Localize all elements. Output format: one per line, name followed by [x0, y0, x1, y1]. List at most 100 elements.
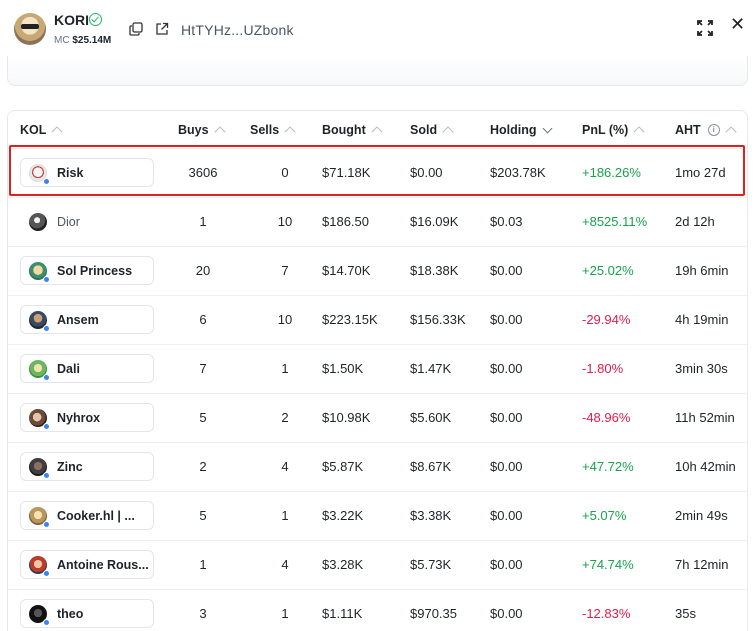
kol-chip[interactable]: theo — [20, 599, 154, 628]
kol-name: theo — [57, 607, 84, 621]
bought-cell: $3.22K — [322, 508, 364, 523]
online-status-dot — [43, 472, 50, 479]
sold-cell: $8.67K — [410, 459, 452, 474]
bought-cell: $3.28K — [322, 557, 364, 572]
sells-cell: 4 — [281, 459, 289, 474]
online-status-dot — [43, 570, 50, 577]
kol-avatar — [29, 262, 47, 280]
pnl-cell: -1.80% — [582, 361, 624, 376]
aht-cell: 2d 12h — [675, 214, 715, 229]
holding-cell: $0.00 — [490, 606, 523, 621]
sort-desc-icon — [542, 123, 552, 134]
token-header: KORI MC $25.14M HtTYHz...UZbonk ✕ — [0, 0, 754, 58]
kol-chip[interactable]: Nyhrox — [20, 403, 154, 432]
column-header-sells[interactable]: Sells — [250, 123, 296, 138]
column-header-kol[interactable]: KOL — [20, 123, 64, 138]
column-header-aht[interactable]: AHT i — [675, 123, 737, 138]
kol-chip[interactable]: Sol Princess — [20, 256, 154, 285]
table-row[interactable]: Risk 3606 0 $71.18K $0.00 $203.78K +186.26% 1mo… — [8, 149, 747, 198]
bought-cell: $186.50 — [322, 214, 369, 229]
kol-chip[interactable]: Zinc — [20, 452, 154, 481]
market-cap-label: MC — [54, 35, 70, 46]
table-row[interactable]: Cooker.hl | ... 5 1 $3.22K $3.38K $0.00 +5.07%… — [8, 492, 747, 541]
kol-name: Cooker.hl | ... — [57, 509, 135, 523]
kol-avatar — [29, 409, 47, 427]
column-header-sold[interactable]: Sold — [410, 123, 454, 138]
sells-cell: 0 — [281, 165, 289, 180]
kol-avatar — [29, 556, 47, 574]
copy-icon[interactable] — [129, 22, 143, 36]
kol-chip[interactable]: Risk — [20, 158, 154, 187]
sold-cell: $5.73K — [410, 557, 452, 572]
bought-cell: $14.70K — [322, 263, 371, 278]
market-cap: MC $25.14M — [54, 35, 111, 46]
sort-icon — [725, 125, 737, 138]
sold-cell: $16.09K — [410, 214, 459, 229]
online-status-dot — [43, 423, 50, 430]
kol-chip[interactable]: Antoine Rous... — [20, 550, 154, 579]
info-icon[interactable]: i — [707, 124, 720, 136]
token-name: KORI — [54, 12, 89, 28]
holding-cell: $0.00 — [490, 459, 523, 474]
sells-cell: 4 — [281, 557, 289, 572]
table-row[interactable]: Antoine Rous... 1 4 $3.28K $5.73K $0.00 +74.74… — [8, 541, 747, 590]
bought-cell: $5.87K — [322, 459, 364, 474]
column-header-pnl[interactable]: PnL (%) — [582, 123, 645, 138]
kol-name: Nyhrox — [57, 411, 101, 425]
table-row[interactable]: Zinc 2 4 $5.87K $8.67K $0.00 +47.72% 10h 42min — [8, 443, 747, 492]
table-row[interactable]: Sol Princess 20 7 $14.70K $18.38K $0.00 +25.02… — [8, 247, 747, 296]
pnl-cell: +8525.11% — [582, 214, 648, 229]
kol-name: Risk — [57, 166, 84, 180]
holding-cell: $203.78K — [490, 165, 546, 180]
buys-cell: 1 — [199, 557, 207, 572]
table-row[interactable]: Dali 7 1 $1.50K $1.47K $0.00 -1.80% 3min 30s — [8, 345, 747, 394]
buys-cell: 7 — [199, 361, 207, 376]
kol-chip[interactable]: Dior — [20, 207, 154, 236]
kol-name: Ansem — [57, 313, 99, 327]
pnl-cell: -12.83% — [582, 606, 631, 621]
table-row[interactable]: Nyhrox 5 2 $10.98K $5.60K $0.00 -48.96% 11h 52m… — [8, 394, 747, 443]
sort-icon — [51, 125, 64, 138]
holding-cell: $0.00 — [490, 312, 523, 327]
column-header-holding[interactable]: Holding — [490, 123, 552, 137]
aht-cell: 2min 49s — [675, 508, 728, 523]
bought-cell: $71.18K — [322, 165, 371, 180]
kol-chip[interactable]: Ansem — [20, 305, 154, 334]
kol-chip[interactable]: Cooker.hl | ... — [20, 501, 154, 530]
holding-cell: $0.03 — [490, 214, 523, 229]
bought-cell: $223.15K — [322, 312, 378, 327]
buys-cell: 2 — [199, 459, 207, 474]
expand-icon[interactable] — [697, 20, 713, 36]
table-row[interactable]: theo 3 1 $1.11K $970.35 $0.00 -12.83% 35s — [8, 590, 747, 631]
kol-avatar — [29, 164, 47, 182]
market-cap-value: $25.14M — [72, 35, 112, 46]
sells-cell: 1 — [281, 508, 289, 523]
online-status-dot — [43, 619, 50, 626]
aht-cell: 1mo 27d — [675, 165, 726, 180]
sold-cell: $0.00 — [410, 165, 443, 180]
kol-name: Dali — [57, 362, 80, 376]
pnl-cell: +74.74% — [582, 557, 634, 572]
table-row[interactable]: Ansem 6 10 $223.15K $156.33K $0.00 -29.94% 4h 1… — [8, 296, 747, 345]
close-icon[interactable]: ✕ — [730, 14, 746, 34]
table-row[interactable]: Dior 1 10 $186.50 $16.09K $0.03 +8525.11% 2d 12… — [8, 198, 747, 247]
sold-cell: $5.60K — [410, 410, 452, 425]
kol-name: Dior — [57, 215, 80, 229]
column-header-buys[interactable]: Buys — [178, 123, 226, 138]
kol-chip[interactable]: Dali — [20, 354, 154, 383]
online-status-dot — [43, 178, 50, 185]
holding-cell: $0.00 — [490, 361, 523, 376]
pnl-cell: -29.94% — [582, 312, 631, 327]
holding-cell: $0.00 — [490, 263, 523, 278]
pnl-cell: +47.72% — [582, 459, 634, 474]
table-header: KOL Buys Sells Bought Sold Holding PnL (… — [8, 111, 747, 149]
sold-cell: $1.47K — [410, 361, 452, 376]
online-status-dot — [43, 325, 50, 332]
sort-icon — [371, 125, 383, 138]
token-avatar[interactable] — [14, 13, 46, 45]
column-header-bought[interactable]: Bought — [322, 123, 383, 138]
external-link-icon[interactable] — [155, 22, 169, 36]
token-address[interactable]: HtTYHz...UZbonk — [181, 22, 294, 38]
column-header-label: Bought — [322, 123, 366, 137]
sold-cell: $18.38K — [410, 263, 459, 278]
